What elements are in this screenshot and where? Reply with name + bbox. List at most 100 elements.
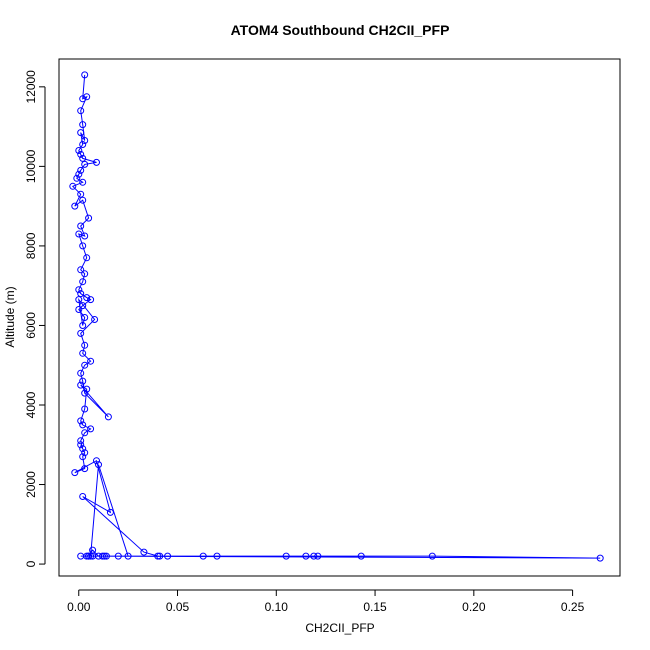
data-point (79, 445, 87, 453)
data-point (83, 552, 91, 560)
y-axis: 0 2000 4000 6000 8000 10000 12000 (24, 70, 46, 567)
data-point (87, 296, 95, 304)
chart-title: ATOM4 Southbound CH2CII_PFP (231, 22, 450, 38)
data-point (124, 552, 132, 560)
data-point (71, 469, 79, 477)
data-point (75, 230, 83, 238)
y-tick-label: 4000 (24, 391, 38, 418)
data-point (77, 441, 85, 449)
data-point (79, 178, 87, 186)
x-tick-label: 0.00 (67, 600, 91, 614)
y-tick-label: 8000 (24, 232, 38, 259)
data-point (213, 552, 221, 560)
data-point (79, 349, 87, 357)
data-point (77, 290, 85, 298)
data-point (77, 437, 85, 445)
data-point (81, 137, 89, 144)
data-point (75, 286, 83, 294)
data-point (357, 552, 365, 560)
data-point (77, 329, 85, 337)
data-point (77, 222, 85, 230)
data-point (83, 385, 91, 393)
data-point (77, 417, 85, 425)
data-point (77, 266, 85, 274)
data-point (79, 302, 87, 310)
data-point (91, 316, 99, 323)
data-point (69, 182, 77, 190)
data-point (154, 552, 162, 560)
y-axis-label: Altitude (m) (3, 286, 17, 347)
data-point (282, 552, 290, 560)
data-point (140, 548, 148, 556)
data-point (156, 552, 164, 560)
data-point (79, 121, 87, 129)
data-point (85, 214, 93, 222)
data-point (83, 254, 91, 262)
data-point (71, 202, 79, 210)
data-point (81, 341, 89, 349)
x-tick-label: 0.10 (265, 600, 289, 614)
data-point (77, 129, 85, 137)
data-point (81, 160, 89, 168)
data-point (95, 461, 102, 469)
data-point (89, 546, 97, 554)
x-tick-label: 0.05 (166, 600, 190, 614)
data-point (79, 493, 87, 500)
y-tick-label: 6000 (24, 312, 38, 339)
data-point (314, 552, 322, 560)
data-point (95, 552, 102, 560)
data-point (164, 552, 172, 560)
y-tick-label: 10000 (24, 149, 38, 183)
data-point (79, 196, 87, 204)
data-point (83, 93, 91, 101)
data-point (99, 552, 106, 560)
data-point (81, 449, 89, 457)
data-point (596, 554, 604, 562)
x-axis: 0.00 0.05 0.10 0.15 0.20 0.25 (67, 589, 585, 614)
x-axis-label: CH2CII_PFP (305, 621, 374, 635)
data-point (102, 552, 110, 560)
data-point (310, 552, 318, 560)
data-point (79, 421, 87, 429)
data-point (77, 369, 85, 377)
x-tick-label: 0.15 (363, 600, 387, 614)
data-point (79, 95, 87, 103)
data-point (75, 306, 83, 313)
plot-area (58, 58, 621, 577)
data-point (93, 457, 100, 465)
data-point (93, 158, 100, 166)
data-point (75, 147, 83, 154)
y-tick-label: 12000 (24, 70, 38, 104)
data-point (79, 322, 87, 329)
data-point (79, 453, 87, 461)
data-point (81, 232, 89, 240)
data-point (302, 552, 310, 560)
data-point (79, 242, 87, 250)
data-point (77, 166, 85, 174)
data-point (106, 508, 114, 516)
x-tick-label: 0.20 (462, 600, 486, 614)
data-point (77, 190, 85, 198)
data-point (81, 405, 89, 413)
data-point (75, 296, 83, 304)
data-point (79, 141, 87, 148)
data-point (81, 361, 89, 369)
data-point (81, 465, 89, 473)
data-point (114, 552, 122, 560)
data-point (87, 552, 95, 560)
data-point (81, 429, 89, 437)
data-point (77, 107, 85, 115)
data-point (77, 381, 85, 389)
data-point (87, 425, 95, 433)
data-point (104, 413, 112, 421)
series-line (71, 74, 601, 559)
data-series (69, 71, 604, 562)
data-point (81, 270, 89, 278)
data-point (79, 377, 87, 385)
data-point (81, 314, 89, 321)
data-point (79, 278, 87, 286)
data-point (75, 170, 83, 178)
data-point (77, 150, 85, 158)
data-point (87, 357, 95, 365)
